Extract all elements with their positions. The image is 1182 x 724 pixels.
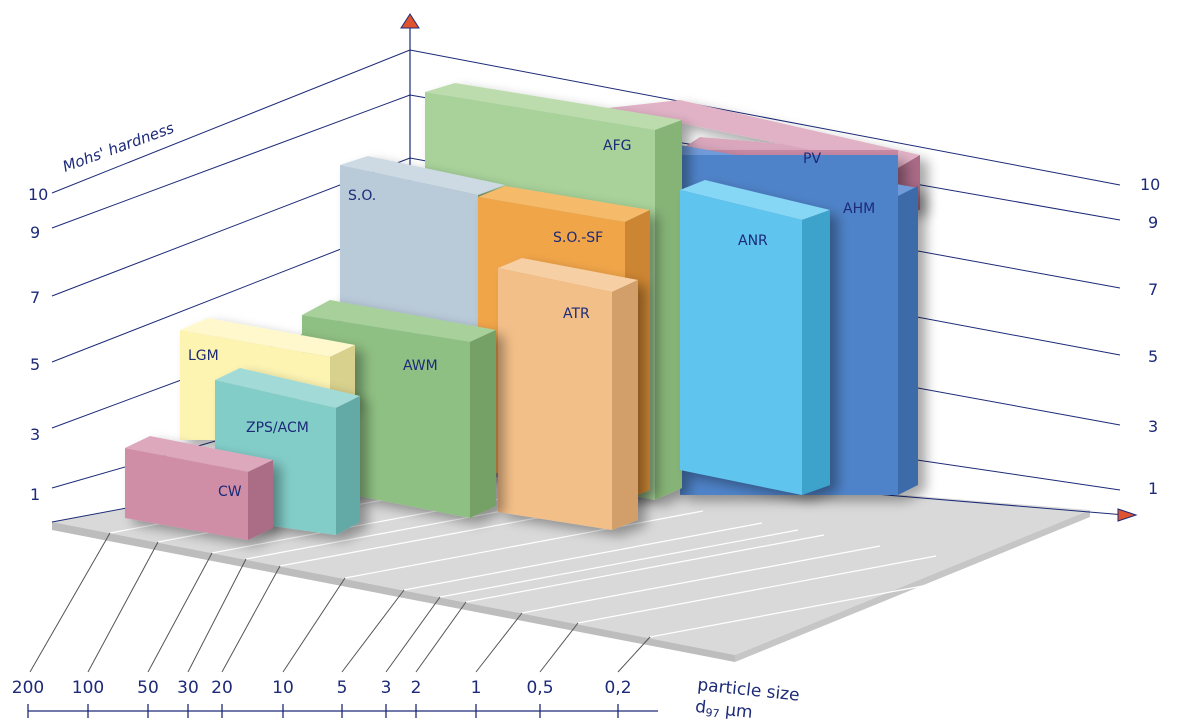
box-label-anr: ANR xyxy=(738,233,768,249)
left-tick-1: 1 xyxy=(30,485,40,504)
size-tick-50: 50 xyxy=(137,678,159,698)
right-tick-3: 3 xyxy=(1148,417,1158,436)
box-label-lgm: LGM xyxy=(188,348,219,364)
box-label-ahm: AHM xyxy=(843,201,875,217)
vertical-axis-title: Mohs' hardness xyxy=(60,119,176,176)
right-tick-9: 9 xyxy=(1148,213,1158,232)
box-label-atr: ATR xyxy=(563,306,590,322)
box-so xyxy=(340,156,505,330)
left-tick-labels: 10 9 7 5 3 1 xyxy=(28,185,48,504)
right-tick-7: 7 xyxy=(1148,280,1158,299)
box-label-zps: ZPS/ACM xyxy=(246,420,309,436)
left-tick-10: 10 xyxy=(28,185,48,204)
left-tick-5: 5 xyxy=(30,355,40,374)
size-tick-2: 2 xyxy=(411,678,422,698)
left-tick-9: 9 xyxy=(30,223,40,242)
size-tick-30: 30 xyxy=(177,678,199,698)
box-label-pv: PV xyxy=(803,151,821,167)
size-tick-200: 200 xyxy=(12,678,44,698)
box-anr xyxy=(680,180,830,495)
size-tick-10: 10 xyxy=(272,678,294,698)
size-axis-title: particle size d97 µm xyxy=(694,675,800,724)
size-tick-0-5: 0,5 xyxy=(526,678,553,698)
size-tick-labels: 200 100 50 30 20 10 5 3 2 1 0,5 0,2 xyxy=(12,678,632,698)
size-tick-1: 1 xyxy=(471,678,482,698)
box-label-sosf: S.O.-SF xyxy=(553,230,603,246)
box-label-awm: AWM xyxy=(403,358,438,374)
size-axis-title-line1: particle size xyxy=(696,675,800,706)
right-tick-10: 10 xyxy=(1140,175,1160,194)
box-zps xyxy=(215,368,360,535)
right-tick-5: 5 xyxy=(1148,347,1158,366)
size-tick-100: 100 xyxy=(72,678,104,698)
size-tick-0-2: 0,2 xyxy=(604,678,631,698)
box-label-so: S.O. xyxy=(348,188,376,204)
right-tick-1: 1 xyxy=(1148,479,1158,498)
size-axis xyxy=(27,704,658,718)
box-label-cw: CW xyxy=(218,484,242,500)
size-tick-3: 3 xyxy=(381,678,392,698)
size-leaders xyxy=(29,532,651,673)
size-tick-5: 5 xyxy=(337,678,348,698)
size-tick-20: 20 xyxy=(211,678,233,698)
x-axis-arrow xyxy=(1117,508,1138,522)
size-axis-title-line2: d97 µm xyxy=(694,697,753,724)
box-atr xyxy=(498,258,638,530)
right-tick-labels: 10 9 7 5 3 1 xyxy=(1140,175,1160,498)
box-cw xyxy=(125,436,273,540)
left-tick-3: 3 xyxy=(30,425,40,444)
left-tick-7: 7 xyxy=(30,288,40,307)
box-label-afg: AFG xyxy=(603,138,631,154)
